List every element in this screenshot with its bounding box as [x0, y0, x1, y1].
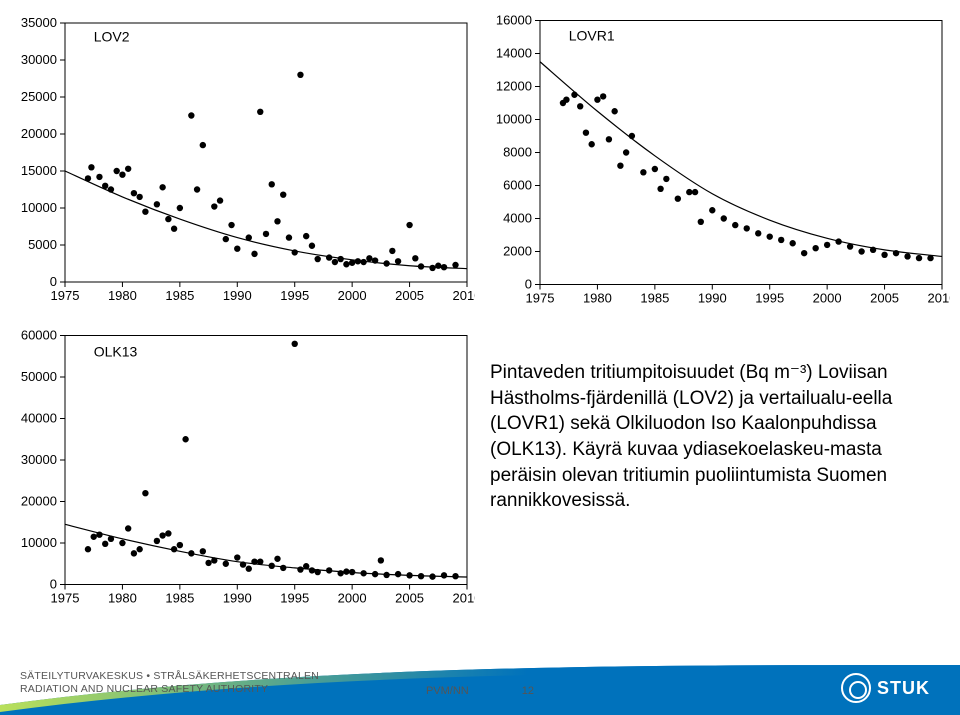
svg-text:10000: 10000	[496, 112, 532, 127]
svg-text:15000: 15000	[21, 163, 57, 178]
svg-text:1990: 1990	[698, 291, 727, 306]
svg-text:2005: 2005	[395, 288, 424, 303]
svg-text:1985: 1985	[165, 288, 194, 303]
chart-label: LOV2	[94, 29, 130, 45]
svg-text:2000: 2000	[338, 591, 367, 606]
svg-text:14000: 14000	[496, 46, 532, 61]
footer-org-text: SÄTEILYTURVAKESKUS • STRÅLSÄKERHETSCENTR…	[20, 670, 319, 697]
svg-text:1995: 1995	[280, 288, 309, 303]
footer-pvm: PVM/NN	[426, 685, 469, 697]
description-text: Pintaveden tritiumpitoisuudet (Bq m⁻³) L…	[490, 360, 940, 514]
svg-text:1990: 1990	[223, 288, 252, 303]
stuk-logo: STUK	[841, 673, 930, 703]
chart-grid: 0500010000150002000025000300003500019751…	[0, 0, 960, 610]
svg-text:1975: 1975	[526, 291, 555, 306]
chart-lov2: 0 5000 10000 15000 20000 25000 30000 35000 1975 1…	[10, 10, 475, 315]
svg-text:1980: 1980	[108, 591, 137, 606]
svg-text:1985: 1985	[640, 291, 669, 306]
chart-olk13: 0 10000 20000 30000 40000 50000 60000 1975 1980 1…	[10, 325, 475, 615]
svg-text:1995: 1995	[755, 291, 784, 306]
svg-text:0: 0	[50, 274, 57, 289]
svg-text:1990: 1990	[223, 591, 252, 606]
footer-center: PVM/NN 12	[426, 685, 534, 697]
chart-lovr1: 0 2000 4000 6000 8000 10000 12000 14000 16000 197…	[485, 10, 950, 315]
svg-text:10000: 10000	[21, 535, 57, 550]
stuk-logo-icon	[841, 673, 871, 703]
svg-text:2010: 2010	[928, 291, 950, 306]
svg-text:20000: 20000	[21, 126, 57, 141]
svg-text:30000: 30000	[21, 52, 57, 67]
svg-text:1975: 1975	[51, 591, 80, 606]
svg-text:1975: 1975	[51, 288, 80, 303]
svg-text:2000: 2000	[338, 288, 367, 303]
svg-text:1995: 1995	[280, 591, 309, 606]
svg-text:2010: 2010	[453, 591, 475, 606]
svg-text:8000: 8000	[503, 145, 532, 160]
svg-text:2005: 2005	[395, 591, 424, 606]
svg-text:50000: 50000	[21, 369, 57, 384]
svg-text:10000: 10000	[21, 200, 57, 215]
svg-text:2000: 2000	[813, 291, 842, 306]
svg-text:2000: 2000	[503, 244, 532, 259]
svg-text:40000: 40000	[21, 411, 57, 426]
svg-text:0: 0	[525, 277, 532, 292]
svg-text:35000: 35000	[21, 15, 57, 30]
svg-text:12000: 12000	[496, 79, 532, 94]
svg-text:0: 0	[50, 577, 57, 592]
svg-text:60000: 60000	[21, 328, 57, 343]
svg-text:5000: 5000	[28, 237, 57, 252]
footer-line2: RADIATION AND NUCLEAR SAFETY AUTHORITY	[20, 683, 319, 697]
chart-label: OLK13	[94, 343, 138, 359]
svg-text:20000: 20000	[21, 494, 57, 509]
svg-text:1980: 1980	[583, 291, 612, 306]
svg-text:25000: 25000	[21, 89, 57, 104]
footer: SÄTEILYTURVAKESKUS • STRÅLSÄKERHETSCENTR…	[0, 645, 960, 715]
svg-text:4000: 4000	[503, 211, 532, 226]
svg-text:6000: 6000	[503, 178, 532, 193]
svg-text:2010: 2010	[453, 288, 475, 303]
svg-text:1980: 1980	[108, 288, 137, 303]
chart-label: LOVR1	[569, 27, 615, 43]
footer-line1: SÄTEILYTURVAKESKUS • STRÅLSÄKERHETSCENTR…	[20, 670, 319, 684]
svg-text:2005: 2005	[870, 291, 899, 306]
svg-text:1985: 1985	[165, 591, 194, 606]
svg-text:16000: 16000	[496, 13, 532, 28]
footer-page-number: 12	[522, 685, 534, 697]
stuk-logo-text: STUK	[877, 678, 930, 699]
svg-text:30000: 30000	[21, 452, 57, 467]
